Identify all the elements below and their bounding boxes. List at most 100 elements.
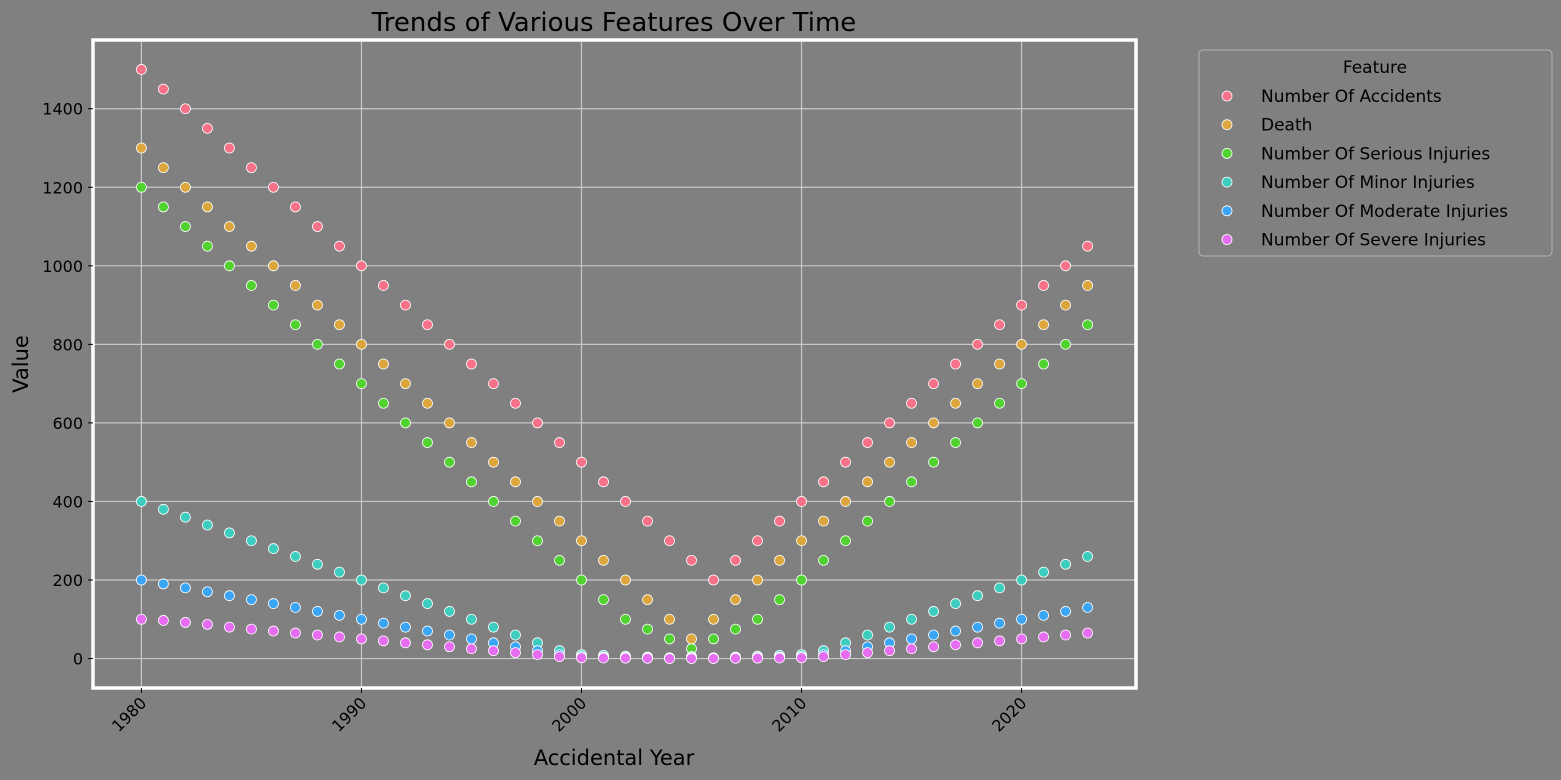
legend-entry-label: Number Of Accidents bbox=[1261, 87, 1442, 107]
data-point bbox=[246, 280, 257, 291]
data-point bbox=[1016, 378, 1027, 390]
data-point bbox=[400, 621, 411, 633]
data-point bbox=[224, 221, 235, 232]
data-point bbox=[972, 338, 983, 350]
y-tick-label: 800 bbox=[52, 335, 83, 354]
data-point bbox=[466, 476, 477, 488]
data-point bbox=[884, 621, 895, 633]
data-point bbox=[1016, 574, 1027, 586]
data-point bbox=[400, 378, 411, 390]
data-point bbox=[136, 142, 147, 154]
legend-title: Feature bbox=[1343, 58, 1407, 78]
x-tick-label: 2010 bbox=[768, 693, 810, 735]
data-point bbox=[136, 574, 147, 586]
data-point bbox=[1060, 606, 1071, 617]
legend-entry-label: Number Of Severe Injuries bbox=[1261, 231, 1486, 251]
data-point bbox=[642, 515, 653, 527]
data-point bbox=[202, 122, 213, 134]
data-point bbox=[312, 221, 323, 232]
data-point bbox=[444, 456, 455, 468]
data-point bbox=[466, 613, 477, 625]
y-tick-label: 600 bbox=[52, 414, 83, 433]
data-point bbox=[378, 617, 389, 629]
data-point bbox=[928, 629, 939, 641]
data-point bbox=[1060, 260, 1071, 272]
data-point bbox=[664, 535, 675, 547]
data-point bbox=[928, 417, 939, 429]
data-point bbox=[158, 615, 169, 626]
data-point bbox=[202, 586, 213, 598]
legend-marker bbox=[1221, 119, 1233, 131]
data-point bbox=[950, 358, 961, 370]
data-point bbox=[136, 613, 147, 625]
data-point bbox=[466, 633, 477, 645]
legend-box bbox=[1198, 49, 1553, 257]
data-point bbox=[620, 496, 631, 507]
data-point bbox=[1082, 319, 1093, 331]
data-point bbox=[356, 260, 367, 272]
data-point bbox=[1082, 602, 1093, 613]
data-point bbox=[136, 181, 147, 193]
x-axis-label: Accidental Year bbox=[534, 746, 695, 770]
data-point bbox=[928, 641, 939, 653]
data-point bbox=[400, 637, 411, 649]
data-point bbox=[378, 358, 389, 370]
data-point bbox=[686, 554, 697, 566]
data-point bbox=[708, 613, 719, 625]
data-point bbox=[268, 625, 279, 637]
data-point bbox=[1082, 627, 1093, 639]
data-point bbox=[1038, 566, 1049, 578]
data-point bbox=[510, 647, 521, 659]
x-tick-label: 1980 bbox=[108, 693, 150, 735]
data-point bbox=[598, 652, 609, 664]
data-point bbox=[290, 319, 301, 331]
data-point bbox=[862, 437, 873, 448]
data-point bbox=[202, 201, 213, 213]
data-point bbox=[620, 652, 631, 664]
data-point bbox=[246, 535, 257, 547]
data-point bbox=[312, 629, 323, 641]
data-point bbox=[290, 201, 301, 213]
data-point bbox=[906, 476, 917, 488]
legend-marker bbox=[1221, 147, 1233, 159]
data-point bbox=[378, 635, 389, 647]
legend: Feature Number Of Accidents Death Number O… bbox=[1198, 49, 1553, 257]
data-point bbox=[906, 633, 917, 645]
data-point bbox=[136, 496, 147, 507]
data-point bbox=[510, 476, 521, 488]
data-point bbox=[818, 515, 829, 527]
data-point bbox=[312, 299, 323, 311]
data-point bbox=[422, 598, 433, 609]
data-point bbox=[862, 629, 873, 641]
data-point bbox=[576, 535, 587, 547]
data-point bbox=[180, 582, 191, 594]
data-point bbox=[180, 511, 191, 523]
data-point bbox=[334, 240, 345, 252]
data-point bbox=[994, 358, 1005, 370]
data-point bbox=[664, 653, 675, 664]
data-point bbox=[422, 319, 433, 331]
data-point bbox=[356, 338, 367, 350]
data-point bbox=[224, 621, 235, 633]
legend-marker bbox=[1221, 234, 1233, 245]
data-point bbox=[290, 280, 301, 291]
data-point bbox=[510, 397, 521, 409]
data-point bbox=[378, 280, 389, 291]
data-point bbox=[356, 613, 367, 625]
data-point bbox=[312, 338, 323, 350]
data-point bbox=[730, 594, 741, 606]
data-point bbox=[356, 633, 367, 645]
data-point bbox=[158, 578, 169, 590]
data-point bbox=[994, 635, 1005, 647]
data-point bbox=[906, 437, 917, 448]
data-point bbox=[686, 633, 697, 645]
data-point bbox=[334, 566, 345, 578]
data-point bbox=[1016, 299, 1027, 311]
data-point bbox=[620, 574, 631, 586]
data-point bbox=[224, 527, 235, 539]
data-point bbox=[246, 240, 257, 252]
data-point bbox=[928, 456, 939, 468]
data-point bbox=[136, 64, 147, 75]
data-point bbox=[158, 201, 169, 213]
data-point bbox=[202, 618, 213, 630]
